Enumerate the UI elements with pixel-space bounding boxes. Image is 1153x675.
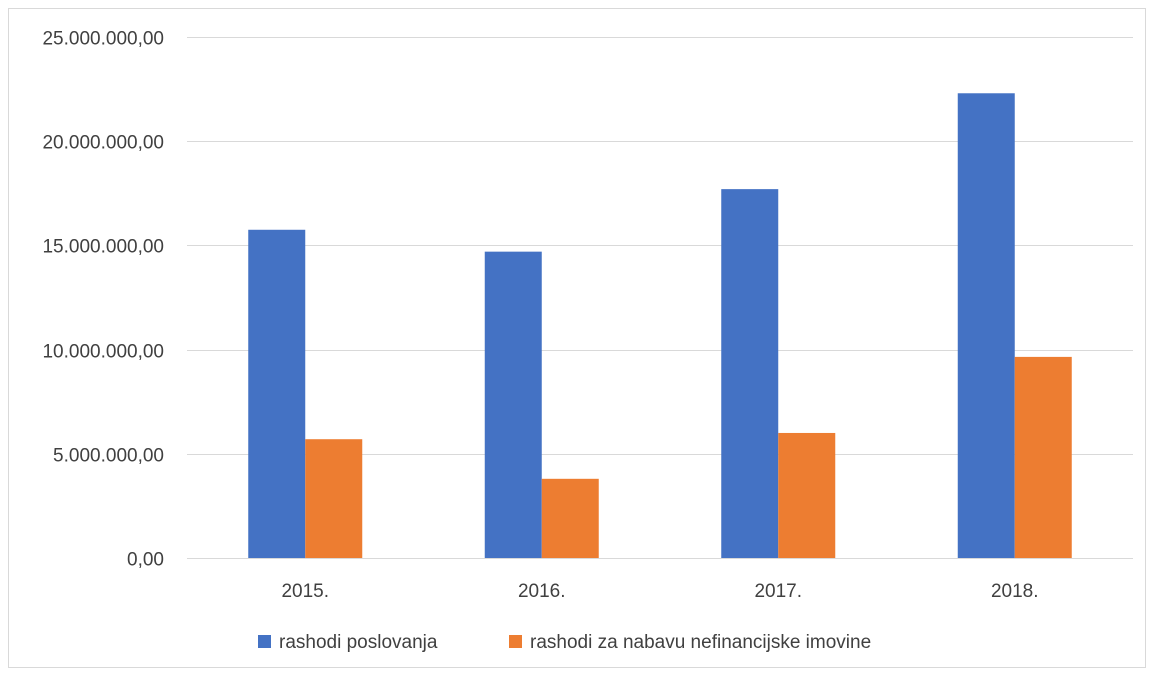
y-tick-label: 5.000.000,00 <box>53 446 164 467</box>
legend-label-0: rashodi poslovanja <box>279 632 438 653</box>
x-tick-label: 2017. <box>754 581 802 602</box>
x-tick-label: 2015. <box>281 581 329 602</box>
bar-rashodi-poslovanja-1 <box>484 251 542 559</box>
y-tick-label: 0,00 <box>127 550 164 571</box>
bar-rashodi-nabava-3 <box>1014 356 1072 558</box>
y-tick-label: 25.000.000,00 <box>42 29 164 50</box>
bar-rashodi-nabava-0 <box>305 439 363 558</box>
x-axis: 2015. 2016. 2017. 2018. <box>187 558 1133 602</box>
y-tick-label: 15.000.000,00 <box>42 237 164 258</box>
legend-swatch-0 <box>258 635 271 648</box>
bar-rashodi-nabava-2 <box>778 432 836 558</box>
bars <box>248 93 1072 559</box>
y-tick-label: 20.000.000,00 <box>42 133 164 154</box>
y-axis: 0,00 5.000.000,00 10.000.000,00 15.000.000,… <box>42 29 164 571</box>
x-tick-label: 2018. <box>991 581 1039 602</box>
legend-swatch-1 <box>509 635 522 648</box>
legend: rashodi poslovanja rashodi za nabavu nefi… <box>258 632 871 653</box>
bar-rashodi-poslovanja-2 <box>721 189 779 558</box>
bar-rashodi-poslovanja-0 <box>248 229 306 558</box>
bar-rashodi-poslovanja-3 <box>957 93 1015 558</box>
x-tick-label: 2016. <box>518 581 566 602</box>
y-tick-label: 10.000.000,00 <box>42 342 164 363</box>
legend-label-1: rashodi za nabavu nefinancijske imovine <box>530 632 871 653</box>
bar-rashodi-nabava-1 <box>541 478 599 558</box>
